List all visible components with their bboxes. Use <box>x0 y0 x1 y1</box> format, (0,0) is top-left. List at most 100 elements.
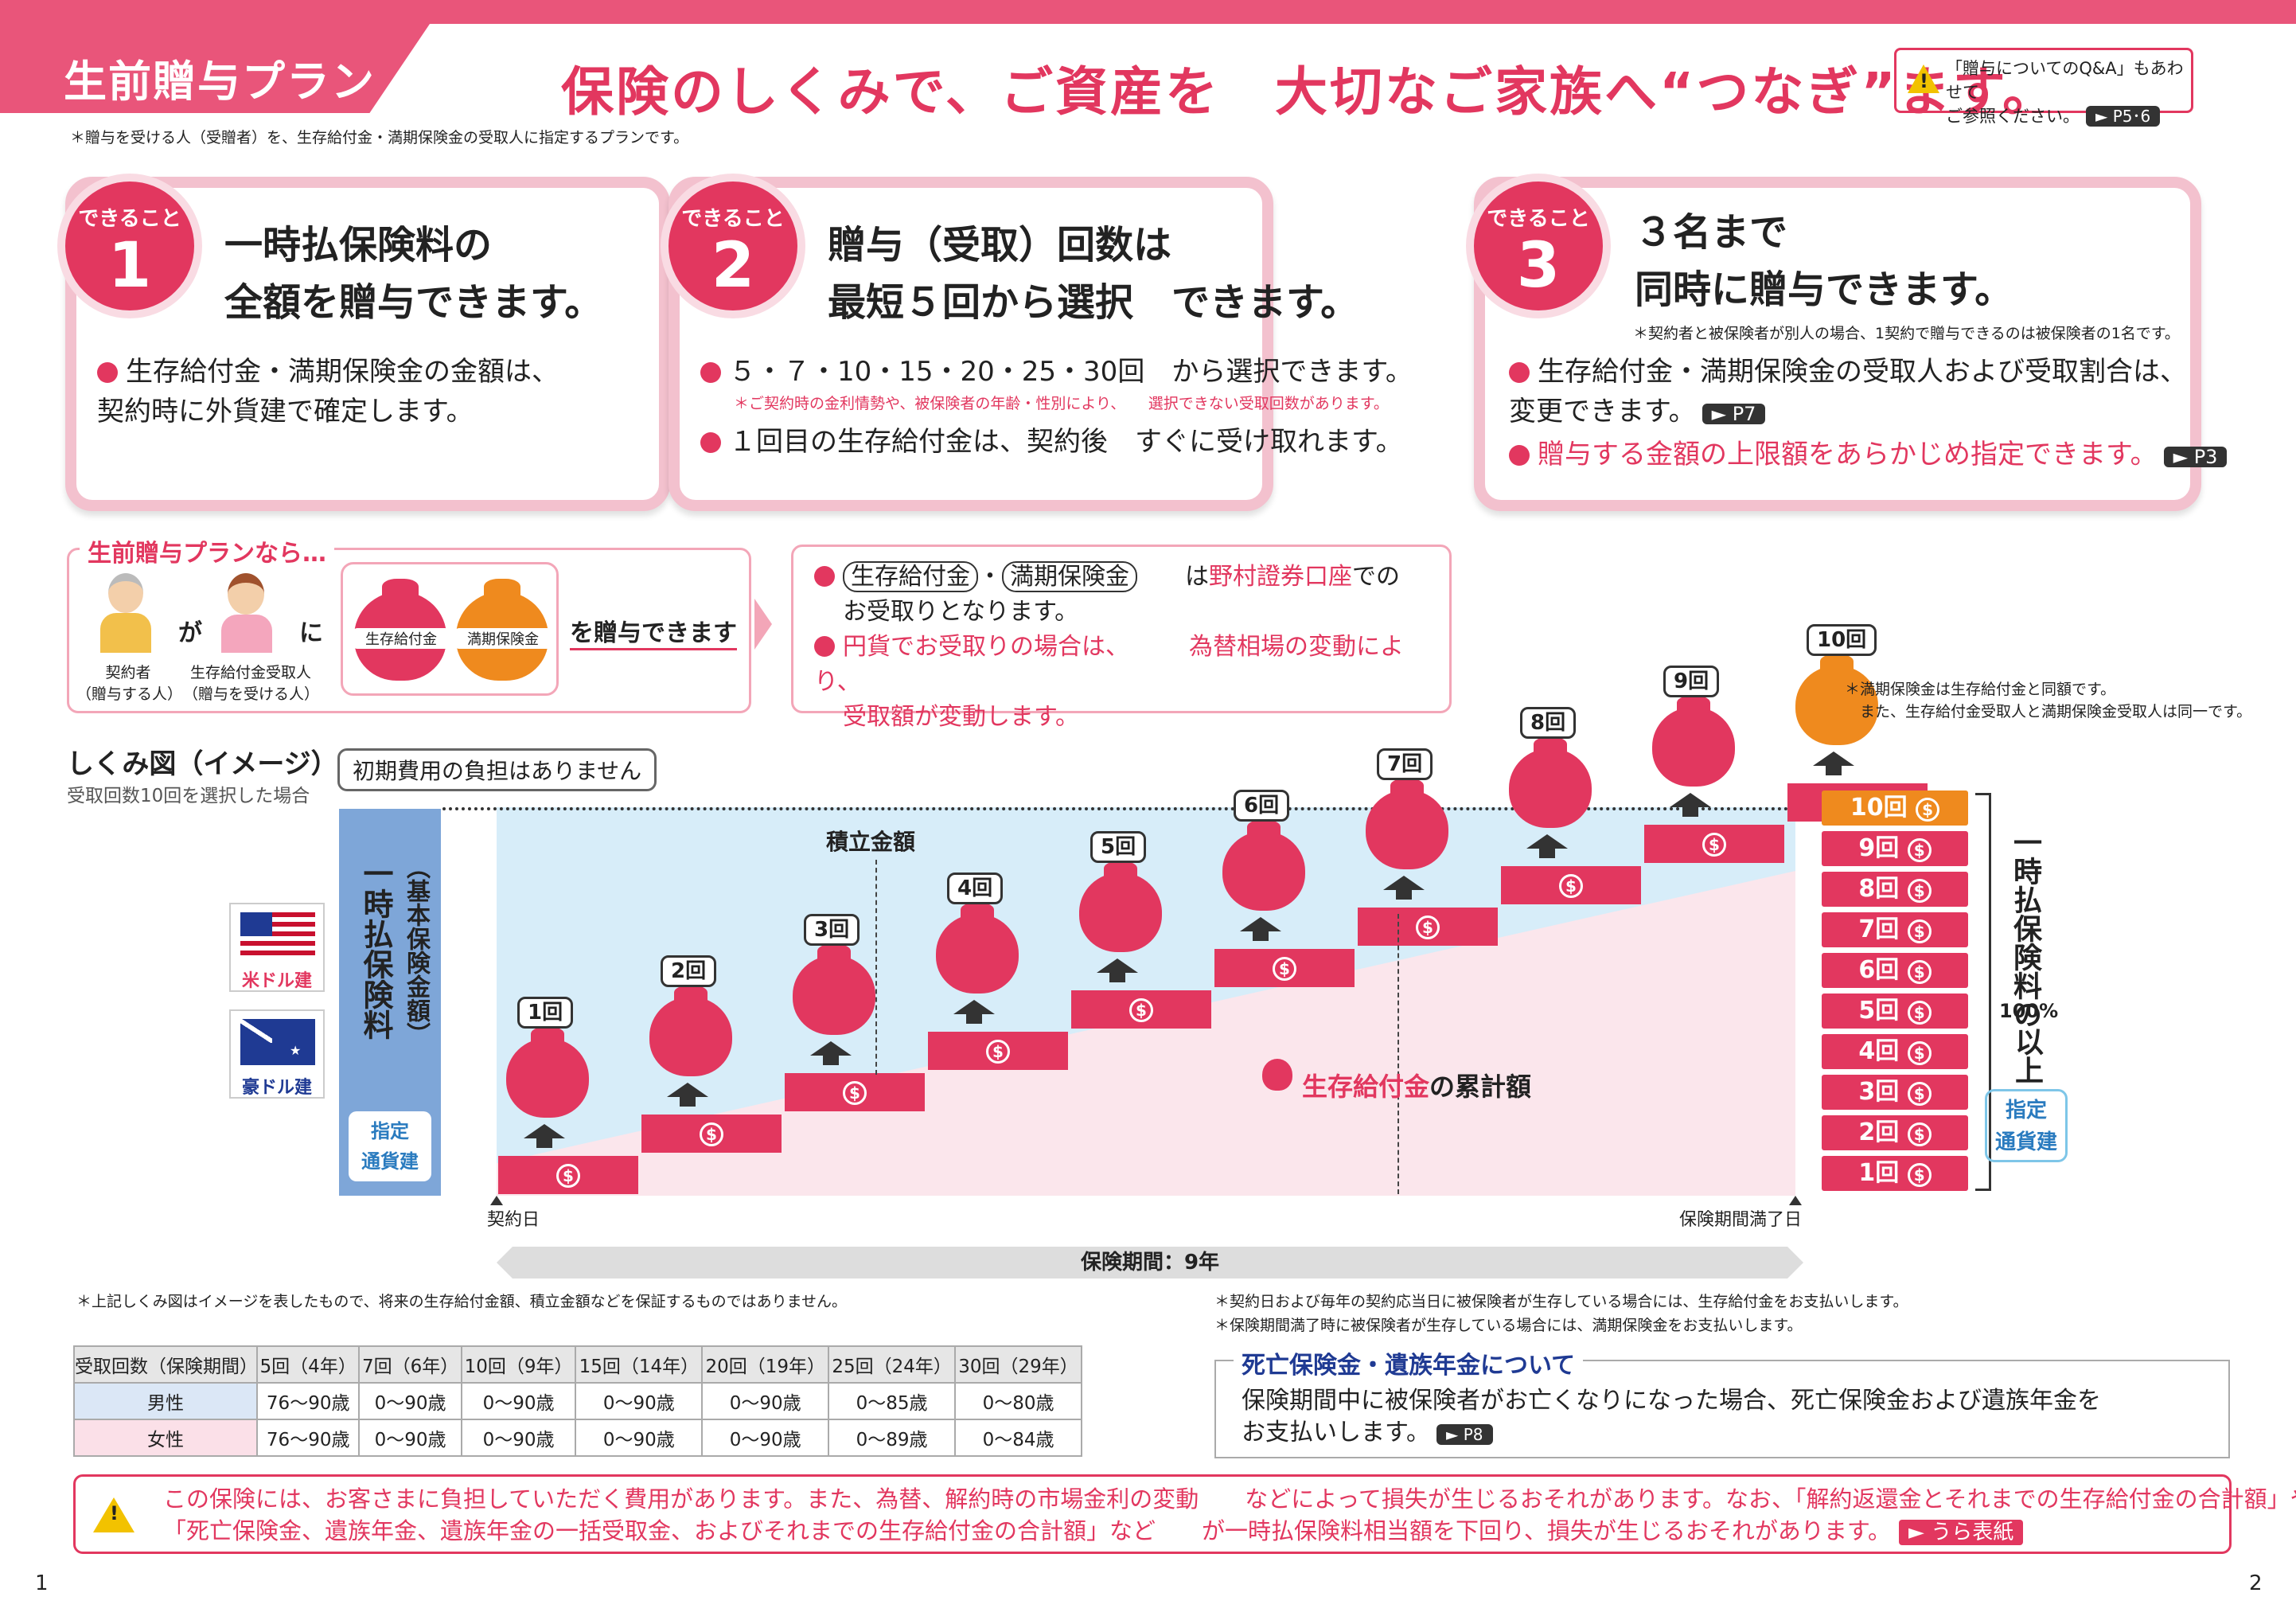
step-3: $ <box>785 1073 925 1111</box>
dollar-coin-icon: $ <box>1907 879 1932 903</box>
dollar-coin-icon: $ <box>1907 1163 1932 1187</box>
premium-label: 一時払保険料 <box>358 858 393 1040</box>
currency-tag-left: 指定 通貨建 <box>349 1111 431 1181</box>
money-bag-icon <box>506 1027 589 1118</box>
risk-warning-line2: 「死亡保険金、遺族年金、遺族年金の一括受取金、およびそれまでの生存給付金の合計額… <box>163 1515 2024 1547</box>
accum-dim-line <box>875 860 877 1075</box>
payout-label-10: 10回 <box>1807 624 1877 656</box>
payout-label-5: 5回 <box>1090 831 1147 863</box>
payout-box-5: 5回 $ <box>1822 994 1968 1029</box>
dollar-coin-icon: $ <box>1907 960 1932 984</box>
payout-label-4: 4回 <box>947 873 1004 904</box>
payout-label-9: 9回 <box>1663 666 1720 697</box>
step-5: $ <box>1071 990 1211 1029</box>
p3-ref[interactable]: ► P3 <box>2163 447 2228 467</box>
bullet-dot-icon <box>97 362 118 383</box>
money-bag-icon <box>1652 696 1735 787</box>
back-cover-ref[interactable]: ► うら表紙 <box>1898 1520 2024 1545</box>
dollar-coin-icon: $ <box>1916 798 1940 822</box>
bullet-dot-icon <box>700 432 721 453</box>
money-bag-icon <box>936 903 1019 994</box>
feature-badge-3: できること 3 <box>1466 174 1611 318</box>
payout-box-4: 4回 $ <box>1822 1034 1968 1069</box>
up-arrow-icon <box>1526 834 1568 858</box>
up-arrow-icon <box>810 1041 852 1065</box>
grandparent-icon <box>100 573 151 653</box>
payout-label-8: 8回 <box>1520 707 1577 739</box>
payout-box-7: 7回 $ <box>1822 912 1968 947</box>
survival-benefit-tag: 生存給付金 <box>353 628 450 649</box>
cum-dim-line <box>1397 914 1399 1194</box>
payout-box-2: 2回 $ <box>1822 1115 1968 1150</box>
right-percent: 100% <box>1999 1000 2059 1022</box>
recipient-icon <box>221 573 272 653</box>
death-line2: お支払いします。 ► P8 <box>1242 1412 1493 1447</box>
feature-title-3: ３名まで 同時に贈与できます。 <box>1635 210 2013 312</box>
money-bag-icon <box>1366 779 1448 869</box>
ni-label: に <box>299 619 323 647</box>
diagram-subtitle: 受取回数10回を選択した場合 <box>67 786 310 806</box>
bullet-dot-icon <box>1509 445 1530 466</box>
death-box-top <box>1214 1360 2230 1361</box>
maturity-date-label: 保険期間満了日 <box>1679 1196 1802 1231</box>
step-2: $ <box>641 1115 782 1153</box>
money-bag-icon <box>1079 861 1162 952</box>
contract-date-label: 契約日 <box>487 1196 540 1231</box>
up-arrow-icon <box>1240 917 1281 941</box>
plan-tab-label: 生前贈与プラン <box>64 57 376 107</box>
dollar-coin-icon: $ <box>843 1081 867 1105</box>
dollar-coin-icon: $ <box>1273 957 1296 981</box>
insurance-period-bar: 保険期間：9年 <box>497 1247 1803 1279</box>
step-6: $ <box>1214 949 1355 987</box>
feature-note-3: ＊契約者と被保険者が別人の場合、1契約で贈与できるのは被保険者の1名です。 <box>1633 325 2180 342</box>
maturity-tag: 満期保険金 <box>454 628 552 649</box>
payout-box-8: 8回 $ <box>1822 872 1968 907</box>
feature-note-2: ＊ご契約時の金利情勢や、被保険者の年齢・性別により、 選択できない受取回数があり… <box>734 395 1389 412</box>
qa-note-line2: ご参照ください。 <box>1946 107 2080 126</box>
step-1: $ <box>498 1156 638 1194</box>
right-label: 一時払保険料の <box>2009 828 2041 1029</box>
qa-note-box: 「贈与についてのQ&A」もあわせて ご参照ください。 ► P5･6 <box>1894 48 2193 127</box>
bullet-dot-icon <box>814 566 835 587</box>
bullet-dot-icon <box>1509 362 1530 383</box>
money-bag-icon <box>1509 737 1592 828</box>
survival-note: ＊契約日および毎年の契約応当日に被保険者が生存している場合には、生存給付金をお支… <box>1214 1293 1908 1310</box>
qa-page-ref[interactable]: ► P5･6 <box>2086 106 2161 127</box>
table-row: 女性 76〜90歳 0〜90歳 0〜90歳 0〜90歳 0〜90歳 0〜89歳 0〜84歳 <box>73 1419 1082 1457</box>
up-arrow-icon <box>667 1083 708 1107</box>
warning-icon <box>1908 64 1939 93</box>
bullet-dot-icon <box>700 362 721 383</box>
gift-label: を贈与できます <box>570 613 737 650</box>
table-header-row: 受取回数（保険期間） 5回（4年） 7回（6年） 10回（9年） 15回（14年… <box>73 1345 1082 1384</box>
maturity-pay-note: ＊保険期間満了時に被保険者が生存している場合には、満期保険金をお支払いします。 <box>1214 1317 1803 1334</box>
dollar-coin-icon: $ <box>1907 1041 1932 1065</box>
money-bag-icon <box>1222 820 1305 911</box>
table-row: 男性 76〜90歳 0〜90歳 0〜90歳 0〜90歳 0〜90歳 0〜85歳 0〜80歳 <box>73 1382 1082 1420</box>
diagram-title: しくみ図（イメージ） <box>67 748 338 780</box>
maturity-note: ＊満期保険金は生存給付金と同額です。 また、生存給付金受取人と満期保険金受取人は… <box>1845 681 2252 720</box>
ga-label: が <box>178 619 202 647</box>
feature-title-2: 贈与（受取）回数は 最短５回から選択 できます。 <box>828 223 1359 325</box>
dollar-coin-icon: $ <box>1702 833 1726 857</box>
payout-label-6: 6回 <box>1234 790 1290 822</box>
receipt-panel: 生存給付金・満期保険金 は野村證券口座での お受取りとなります。 円貨でお受取り… <box>791 545 1452 731</box>
premium-paren: （基本保険金額） <box>402 855 430 1046</box>
dollar-coin-icon: $ <box>1907 1082 1932 1106</box>
dollar-coin-icon: $ <box>700 1122 723 1146</box>
australia-flag-icon: ★ <box>240 1019 315 1065</box>
usd-box: 米ドル建 <box>229 903 325 992</box>
dollar-coin-icon: $ <box>1907 838 1932 862</box>
p8-ref[interactable]: ► P8 <box>1436 1424 1493 1445</box>
dollar-coin-icon: $ <box>1559 874 1583 898</box>
target-dotted-line <box>442 807 1795 810</box>
page-number-left: 1 <box>35 1571 49 1595</box>
payout-box-6: 6回 $ <box>1822 953 1968 988</box>
dollar-coin-icon: $ <box>1907 1122 1932 1146</box>
feature-bullet-1-1: 生存給付金・満期保険金の金額は、 契約時に外貨建で確定します。 <box>97 356 559 427</box>
top-bar <box>0 0 2296 24</box>
dollar-coin-icon: $ <box>1129 998 1153 1022</box>
up-arrow-icon <box>1813 751 1854 775</box>
feature-bullet-3-1: 生存給付金・満期保険金の受取人および受取割合は、 変更できます。 ► P7 <box>1509 356 2187 427</box>
p7-ref[interactable]: ► P7 <box>1702 404 1766 424</box>
plan-tab: 生前贈与プラン <box>0 24 430 113</box>
